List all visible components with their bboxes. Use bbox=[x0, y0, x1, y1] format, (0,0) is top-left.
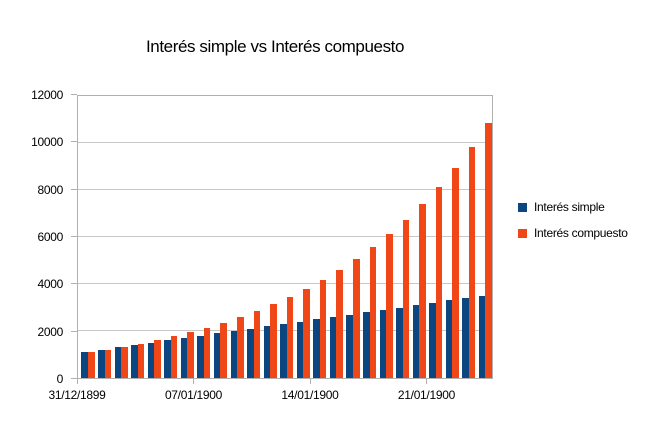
bar-interes-simple bbox=[197, 335, 204, 378]
y-axis-label: 2000 bbox=[37, 324, 64, 339]
gridline bbox=[78, 189, 492, 190]
bar-interes-simple bbox=[230, 331, 238, 378]
bar-interes-compuesto bbox=[237, 317, 244, 378]
x-axis-tick bbox=[193, 378, 195, 384]
y-axis-tick bbox=[71, 188, 77, 190]
legend: Interés simple Interés compuesto bbox=[518, 194, 628, 246]
plot-area bbox=[77, 95, 493, 379]
bar-interes-simple bbox=[313, 319, 320, 378]
legend-item-compound: Interés compuesto bbox=[518, 220, 628, 246]
bar-interes-compuesto bbox=[369, 247, 377, 378]
y-axis-label: 0 bbox=[56, 372, 64, 386]
bar-interes-compuesto bbox=[220, 322, 228, 378]
y-axis-tick bbox=[71, 283, 77, 285]
bar-interes-simple bbox=[296, 321, 304, 378]
bar-interes-simple bbox=[81, 352, 88, 378]
bar-interes-compuesto bbox=[336, 270, 343, 378]
y-axis-tick bbox=[71, 141, 77, 143]
bar-interes-simple bbox=[147, 342, 155, 378]
x-axis-label: 21/01/1900 bbox=[397, 388, 455, 402]
bar-interes-compuesto bbox=[303, 288, 310, 378]
bar-interes-simple bbox=[412, 305, 420, 378]
bar-interes-simple bbox=[362, 312, 370, 378]
y-axis: 0 2000 4000 6000 8000 10000 12000 bbox=[0, 0, 77, 433]
bar-interes-simple bbox=[98, 349, 105, 378]
bar-interes-compuesto bbox=[154, 340, 161, 378]
y-axis-tick bbox=[71, 378, 77, 379]
x-axis-tick bbox=[309, 378, 311, 384]
bar-interes-compuesto bbox=[319, 279, 327, 378]
bar-interes-simple bbox=[280, 323, 287, 378]
y-axis-tick bbox=[71, 94, 77, 95]
bar-interes-compuesto bbox=[270, 304, 277, 378]
legend-label-compound: Interés compuesto bbox=[534, 226, 628, 240]
legend-label-simple: Interés simple bbox=[534, 200, 605, 214]
x-axis-tick bbox=[77, 378, 78, 384]
bar-interes-compuesto bbox=[468, 146, 476, 378]
chart-title: Interés simple vs Interés compuesto bbox=[145, 37, 405, 56]
y-axis-label: 12000 bbox=[31, 88, 63, 102]
y-axis-label: 4000 bbox=[37, 277, 64, 292]
x-axis-tick bbox=[426, 378, 428, 384]
bar-interes-simple bbox=[164, 340, 171, 378]
bar-interes-compuesto bbox=[137, 343, 145, 378]
bar-interes-simple bbox=[180, 338, 188, 378]
bar-interes-simple bbox=[247, 328, 254, 378]
bar-interes-simple bbox=[445, 300, 453, 378]
y-axis-label: 10000 bbox=[31, 135, 63, 150]
bar-interes-simple bbox=[263, 326, 271, 378]
y-axis-label: 8000 bbox=[37, 182, 64, 197]
gridline bbox=[78, 236, 492, 237]
x-axis-label: 07/01/1900 bbox=[164, 388, 222, 402]
bar-interes-simple bbox=[346, 314, 353, 378]
bar-interes-simple bbox=[396, 307, 403, 378]
bar-interes-compuesto bbox=[187, 332, 194, 378]
bar-interes-simple bbox=[213, 333, 221, 378]
bar-interes-compuesto bbox=[88, 352, 95, 378]
bar-interes-simple bbox=[329, 316, 337, 378]
y-axis-tick bbox=[71, 330, 77, 332]
bar-interes-compuesto bbox=[121, 346, 128, 378]
legend-swatch-compound-icon bbox=[518, 228, 527, 238]
gridline bbox=[78, 142, 492, 143]
bar-interes-compuesto bbox=[170, 336, 178, 378]
legend-item-simple: Interés simple bbox=[518, 194, 628, 220]
bar-interes-compuesto bbox=[352, 259, 360, 378]
bar-interes-compuesto bbox=[402, 219, 410, 378]
bar-interes-simple bbox=[478, 295, 486, 378]
bar-interes-simple bbox=[131, 345, 138, 378]
bar-interes-compuesto bbox=[386, 234, 393, 378]
bar-interes-simple bbox=[379, 309, 387, 378]
legend-swatch-simple-icon bbox=[518, 202, 527, 212]
bar-interes-compuesto bbox=[104, 349, 112, 378]
bar-interes-simple bbox=[114, 347, 122, 378]
bar-interes-compuesto bbox=[253, 310, 261, 378]
y-axis-tick bbox=[71, 236, 77, 237]
bar-interes-compuesto bbox=[286, 296, 294, 378]
bar-interes-compuesto bbox=[435, 186, 443, 378]
gridline bbox=[78, 283, 492, 284]
y-axis-label: 6000 bbox=[37, 230, 64, 244]
x-axis-label: 14/01/1900 bbox=[281, 388, 339, 402]
bar-interes-compuesto bbox=[203, 327, 211, 378]
bar-interes-compuesto bbox=[452, 167, 459, 378]
bar-interes-compuesto bbox=[485, 123, 492, 378]
bar-interes-compuesto bbox=[419, 204, 426, 378]
bar-interes-simple bbox=[429, 302, 436, 378]
bar-interes-simple bbox=[462, 298, 469, 378]
x-axis-label: 31/12/1899 bbox=[48, 388, 106, 402]
